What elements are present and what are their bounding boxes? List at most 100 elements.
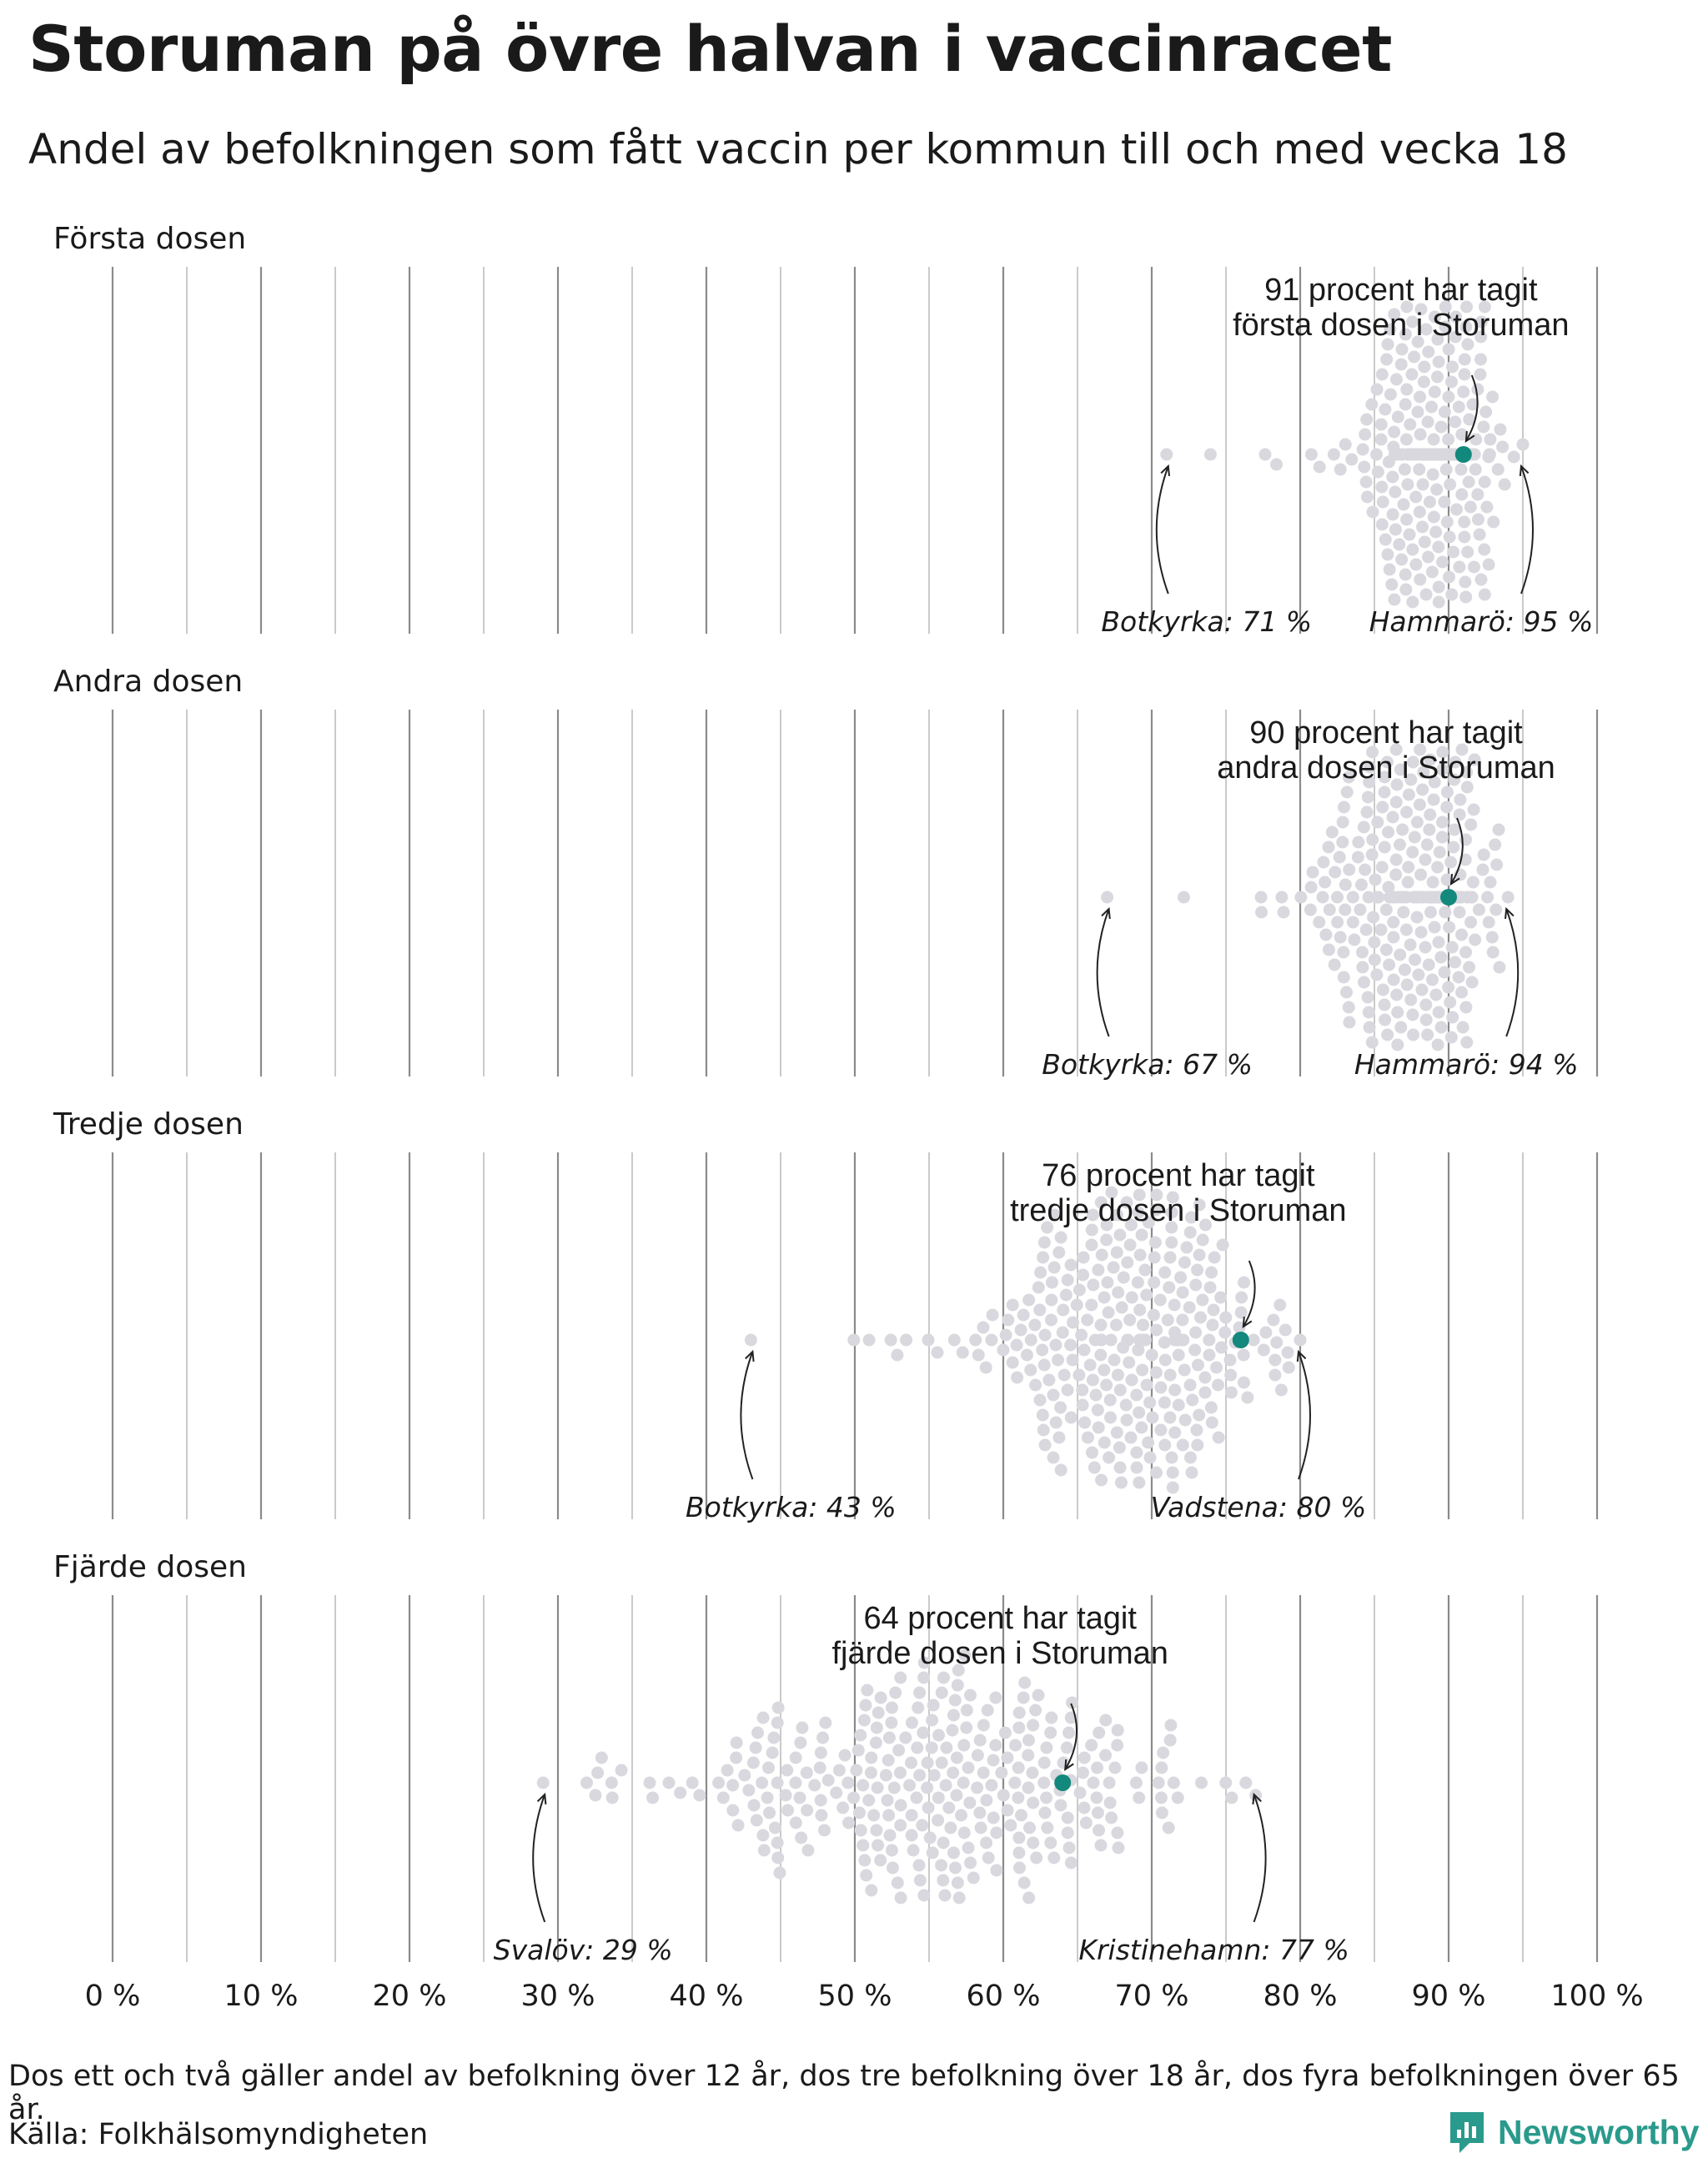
municipality-dot <box>1461 545 1474 559</box>
municipality-dot <box>1125 1373 1138 1387</box>
municipality-dot <box>1463 961 1476 974</box>
municipality-dot <box>913 1686 927 1699</box>
municipality-dot <box>1018 1676 1032 1689</box>
municipality-dot <box>950 1751 963 1764</box>
municipality-dot <box>1359 428 1372 441</box>
highlight-annotation: 91 procent har tagit <box>1264 273 1538 308</box>
municipality-dot <box>1064 1338 1078 1352</box>
municipality-dot <box>749 1741 762 1754</box>
municipality-dot <box>1374 923 1388 936</box>
highlight-annotation: 76 procent har tagit <box>1042 1158 1315 1193</box>
municipality-dot <box>771 1716 784 1729</box>
municipality-dot <box>927 1699 940 1712</box>
municipality-dot <box>1120 1196 1133 1209</box>
municipality-dot <box>1346 891 1359 904</box>
municipality-dot <box>796 1721 809 1734</box>
municipality-dot <box>1369 873 1382 886</box>
municipality-dot <box>1195 1776 1208 1789</box>
municipality-dot <box>889 1686 902 1699</box>
municipality-dot <box>905 1809 918 1822</box>
municipality-dot <box>971 1749 984 1762</box>
municipality-dot <box>1428 775 1441 789</box>
municipality-dot <box>1037 1776 1051 1789</box>
municipality-dot <box>1029 1378 1042 1392</box>
municipality-dot <box>1012 1721 1026 1734</box>
min-arrow-head <box>1101 906 1111 920</box>
municipality-dot <box>1400 805 1414 819</box>
municipality-dot <box>1130 1461 1143 1474</box>
municipality-dot <box>1188 1343 1202 1357</box>
municipality-dot <box>946 1724 959 1737</box>
municipality-dot <box>969 1333 982 1347</box>
municipality-dot <box>957 1739 971 1752</box>
municipality-dot <box>1180 1241 1193 1254</box>
municipality-dot <box>1465 891 1479 904</box>
municipality-dot <box>1366 745 1379 759</box>
municipality-dot <box>801 1844 815 1857</box>
municipality-dot <box>1020 1348 1033 1362</box>
municipality-dot <box>1480 500 1494 514</box>
municipality-dot <box>1176 1438 1189 1452</box>
municipality-dot <box>865 1884 878 1897</box>
municipality-dot <box>892 1744 906 1757</box>
municipality-dot <box>1133 1188 1146 1202</box>
municipality-dot <box>1216 1238 1229 1252</box>
municipality-dot <box>1489 838 1502 851</box>
municipality-dot <box>1436 763 1449 776</box>
municipality-dot <box>1176 1313 1189 1327</box>
municipality-dot <box>912 1859 926 1872</box>
municipality-dot <box>763 1806 776 1819</box>
municipality-dot <box>847 1791 861 1804</box>
municipality-dot <box>1061 1826 1074 1839</box>
min-arrow-head <box>745 1349 755 1363</box>
municipality-dot <box>1067 1316 1080 1329</box>
municipality-dot <box>1225 1791 1238 1804</box>
municipality-dot <box>1460 1036 1474 1049</box>
municipality-dot <box>1363 760 1376 774</box>
municipality-dot <box>1089 1388 1103 1402</box>
x-tick-label: 60 % <box>967 1980 1041 2013</box>
municipality-dot <box>536 1776 550 1789</box>
municipality-dot <box>1439 300 1452 314</box>
municipality-dot <box>1464 916 1478 929</box>
municipality-dot <box>1088 1461 1101 1474</box>
municipality-dot <box>1412 968 1425 981</box>
municipality-dot <box>1460 765 1474 779</box>
municipality-dot <box>591 1766 605 1779</box>
municipality-dot <box>1094 1196 1108 1209</box>
municipality-dot <box>1037 1423 1050 1437</box>
municipality-dot <box>1103 1411 1117 1424</box>
municipality-dot <box>922 1801 935 1814</box>
municipality-dot <box>1064 1258 1078 1272</box>
municipality-dot <box>1274 1383 1288 1397</box>
municipality-dot <box>1224 1368 1238 1382</box>
municipality-dot <box>1163 1281 1176 1294</box>
municipality-dot <box>1388 425 1401 439</box>
municipality-dot <box>646 1791 660 1804</box>
municipality-dot <box>1474 573 1488 586</box>
municipality-dot <box>1115 1301 1128 1314</box>
municipality-dot <box>747 1799 761 1812</box>
municipality-dot <box>1443 530 1456 544</box>
municipality-dot <box>1425 565 1439 579</box>
source-note: Källa: Folkhälsomyndigheten <box>8 2118 429 2151</box>
municipality-dot <box>882 1754 895 1767</box>
municipality-dot <box>960 1704 973 1717</box>
municipality-dot <box>1374 433 1388 446</box>
municipality-dot <box>1219 1776 1233 1789</box>
municipality-dot <box>838 1749 851 1762</box>
municipality-dot <box>1146 1411 1159 1424</box>
municipality-dot <box>1445 360 1459 374</box>
municipality-dot <box>771 1776 784 1789</box>
municipality-dot <box>1449 310 1463 324</box>
municipality-dot <box>917 1889 931 1902</box>
municipality-dot <box>1091 1806 1104 1819</box>
municipality-dot <box>761 1791 774 1804</box>
municipality-dot <box>1027 1796 1040 1809</box>
municipality-dot <box>1413 505 1426 519</box>
municipality-dot <box>1100 1218 1113 1232</box>
brand-logo: Newsworthy <box>1448 2110 1700 2155</box>
max-label: Kristinehamn: 77 % <box>1078 1934 1349 1966</box>
municipality-dot <box>1196 1233 1209 1247</box>
municipality-dot <box>986 1308 999 1322</box>
